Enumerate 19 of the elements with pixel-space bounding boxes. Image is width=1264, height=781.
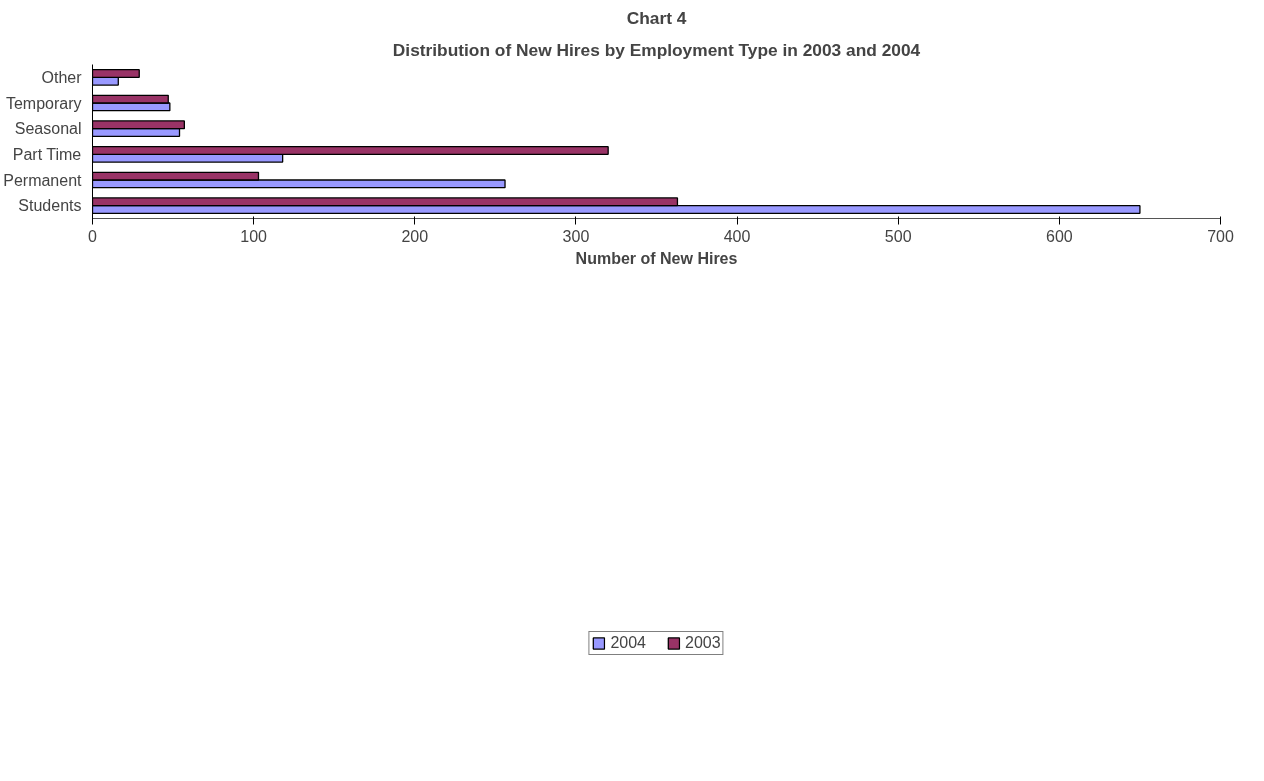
legend-label: 2003	[685, 633, 721, 652]
y-tick-label: Other	[41, 68, 83, 86]
y-tick-label: Seasonal	[14, 120, 82, 138]
y-tick-label: Permanent	[3, 171, 83, 189]
y-tick-label: Temporary	[5, 94, 82, 112]
y-tick-label: Part Time	[12, 145, 82, 163]
x-axis-title: Number of New Hires	[575, 249, 738, 267]
x-tick-label: 100	[240, 227, 268, 245]
x-tick-label: 200	[401, 227, 429, 245]
x-tick-label: 400	[723, 227, 751, 245]
x-tick-label: 700	[1207, 227, 1234, 245]
x-tick-label: 500	[884, 227, 912, 245]
y-tick-label: Students	[18, 197, 82, 215]
chart-title: Chart 4	[626, 7, 687, 28]
legend-label: 2004	[610, 633, 646, 652]
x-tick-label: 0	[88, 227, 98, 245]
x-tick-label: 600	[1046, 227, 1073, 245]
x-tick-label: 300	[562, 227, 590, 245]
chart-subtitle: Distribution of New Hires by Employment Type in 2003 and 2004	[392, 39, 921, 60]
